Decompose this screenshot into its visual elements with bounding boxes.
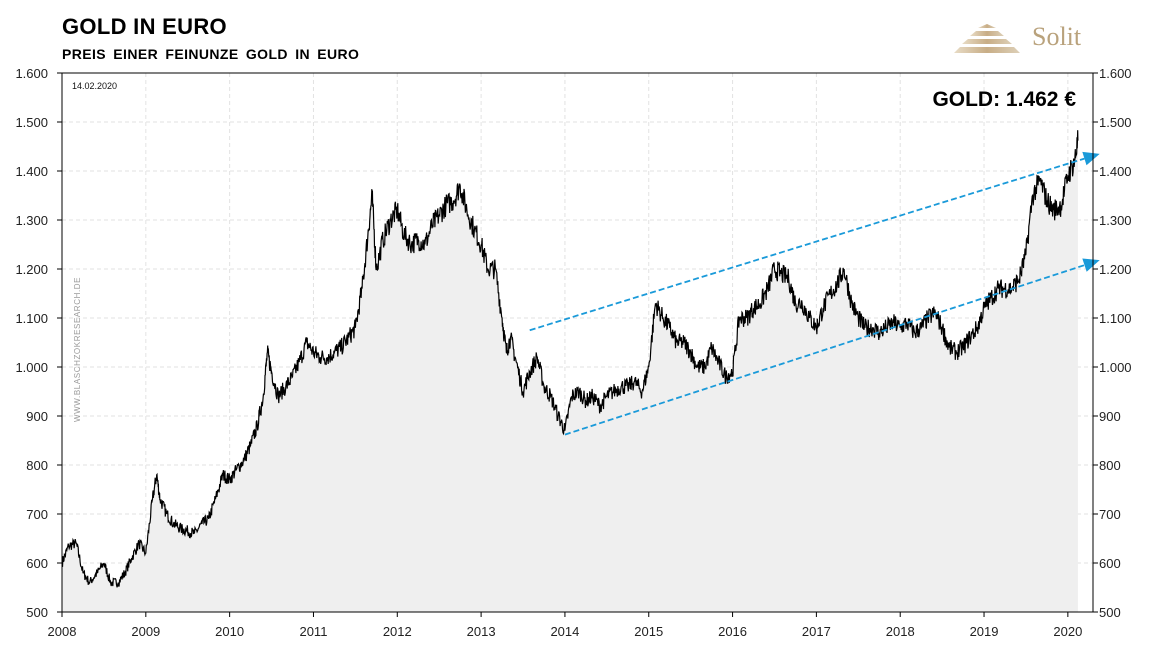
pyramid-logo-icon [954,24,1020,53]
y-tick-label-right: 1.500 [1099,115,1132,130]
x-tick-label: 2017 [802,624,831,639]
y-tick-label-right: 1.300 [1099,213,1132,228]
x-tick-label: 2008 [48,624,77,639]
price-area-fill [62,130,1078,612]
x-tick-label: 2020 [1053,624,1082,639]
y-tick-label-left: 700 [26,507,48,522]
trendline-upper [529,157,1085,332]
x-tick-label: 2019 [970,624,999,639]
y-axis-left: 500 600 700 800 900 1.000 1.100 1.200 1.300 1.400… [15,66,62,620]
trend-channel [529,151,1100,436]
x-tick-label: 2016 [718,624,747,639]
y-tick-label-left: 1.600 [15,66,48,81]
y-tick-label-right: 500 [1099,605,1121,620]
y-tick-label-right: 700 [1099,507,1121,522]
x-tick-label: 2009 [131,624,160,639]
x-axis: 2008 2009 2010 2011 2012 2013 2014 2015 2016 2017… [48,612,1082,639]
y-tick-label-right: 1.200 [1099,262,1132,277]
x-tick-label: 2018 [886,624,915,639]
trendline-arrow-icon [1082,151,1100,166]
gold-price-annotation: GOLD: 1.462 € [932,88,1076,111]
y-tick-label-right: 1.000 [1099,360,1132,375]
chart-title: GOLD IN EURO [62,14,227,39]
x-tick-label: 2013 [467,624,496,639]
y-tick-label-right: 1.100 [1099,311,1132,326]
y-tick-label-left: 900 [26,409,48,424]
y-tick-label-left: 1.300 [15,213,48,228]
y-tick-label-left: 1.400 [15,164,48,179]
y-axis-right: 500 600 700 800 900 1.000 1.100 1.200 1.300 1.400… [1093,66,1132,620]
y-tick-label-right: 800 [1099,458,1121,473]
y-tick-label-right: 900 [1099,409,1121,424]
y-tick-label-left: 1.000 [15,360,48,375]
chart-subtitle: PREIS EINER FEINUNZE GOLD IN EURO [62,46,360,62]
y-tick-label-left: 1.500 [15,115,48,130]
trendline-arrow-icon [1082,258,1100,272]
y-tick-label-left: 600 [26,556,48,571]
plot-frame [61,72,1094,613]
x-tick-label: 2015 [634,624,663,639]
y-tick-label-right: 600 [1099,556,1121,571]
y-tick-label-left: 500 [26,605,48,620]
solit-logo: Solit [952,18,1102,60]
logo-text: Solit [1032,22,1082,51]
y-tick-label-left: 1.200 [15,262,48,277]
y-tick-label-left: 800 [26,458,48,473]
date-stamp: 14.02.2020 [72,81,117,91]
trendline-lower [564,264,1085,436]
watermark: WWW.BLASCHZOKRESEARCH.DE [73,277,82,422]
x-tick-label: 2011 [299,624,327,639]
x-tick-label: 2012 [383,624,412,639]
x-tick-label: 2014 [550,624,579,639]
y-tick-label-right: 1.600 [1099,66,1132,81]
y-tick-label-right: 1.400 [1099,164,1132,179]
price-line [61,130,1079,588]
y-tick-label-left: 1.100 [15,311,48,326]
x-tick-label: 2010 [215,624,244,639]
